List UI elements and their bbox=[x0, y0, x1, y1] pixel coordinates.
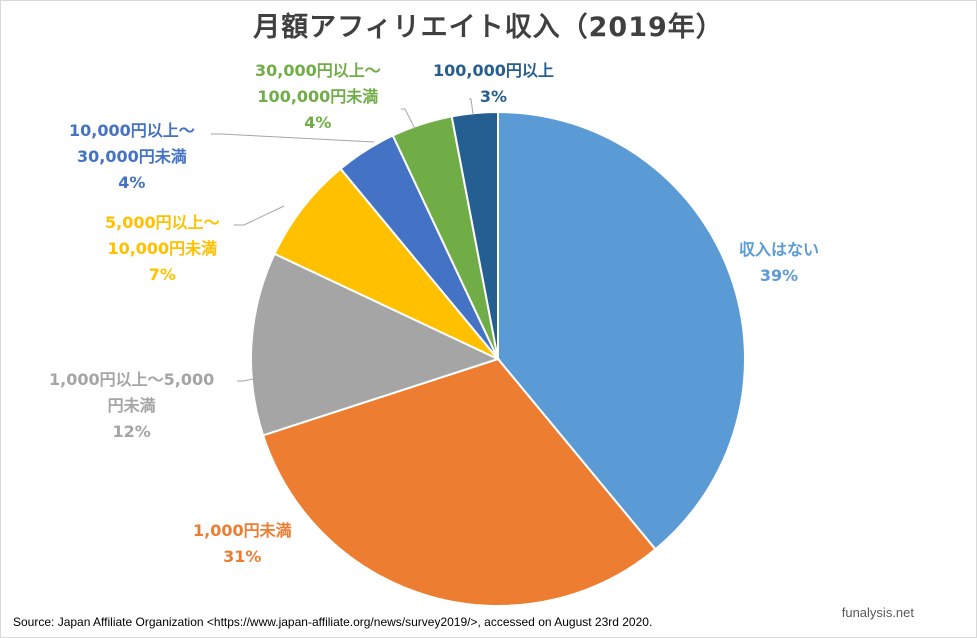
slice-label-percent: 4% bbox=[118, 173, 146, 192]
slice-label-percent: 31% bbox=[223, 547, 262, 566]
slice-label-text: 1,000円以上～5,000 bbox=[49, 370, 215, 389]
slice-label-s5: 30,000円以上～ 100,000円未満 4% bbox=[255, 58, 381, 136]
slice-label-s0: 収入はない 39% bbox=[739, 237, 819, 289]
leader-line-s4 bbox=[211, 133, 375, 143]
slice-label-s1: 1,000円未満 31% bbox=[193, 518, 292, 570]
pie-slice-6 bbox=[450, 110, 499, 360]
source-note: Source: Japan Affiliate Organization <ht… bbox=[13, 615, 653, 629]
slice-label-s4: 10,000円以上～ 30,000円未満 4% bbox=[69, 118, 195, 196]
slice-label-s3: 5,000円以上～ 10,000円未満 7% bbox=[105, 210, 220, 288]
slice-label-text: 1,000円未満 bbox=[193, 521, 292, 540]
slice-label-text: 収入はない bbox=[739, 240, 820, 259]
chart-title: 月額アフィリエイト収入（2019年） bbox=[253, 12, 724, 43]
slice-label-text-2: 10,000円未満 bbox=[107, 239, 218, 258]
pie-slice-2 bbox=[250, 252, 501, 437]
leader-line-s5 bbox=[401, 108, 416, 130]
site-credit: funalysis.net bbox=[841, 605, 914, 620]
slice-label-percent: 7% bbox=[148, 265, 176, 284]
slice-label-text: 10,000円以上～ bbox=[69, 121, 195, 140]
pie-slice-3 bbox=[273, 167, 499, 360]
slice-label-s2: 1,000円以上～5,000 円未満 12% bbox=[49, 367, 214, 445]
slice-label-text: 30,000円以上～ bbox=[255, 61, 381, 80]
slice-label-percent: 12% bbox=[112, 422, 151, 441]
leader-line-s6 bbox=[469, 98, 474, 115]
slice-label-percent: 4% bbox=[304, 113, 332, 132]
slice-label-s6: 100,000円以上 3% bbox=[433, 58, 554, 110]
slice-label-text-2: 30,000円未満 bbox=[77, 147, 187, 166]
pie-slice-1 bbox=[261, 357, 657, 607]
leader-line-s2 bbox=[237, 378, 254, 382]
slice-label-percent: 39% bbox=[759, 266, 799, 285]
slice-label-text-2: 円未満 bbox=[107, 396, 156, 415]
slice-label-text: 5,000円以上～ bbox=[105, 213, 220, 232]
pie-slice-0 bbox=[497, 110, 746, 551]
slice-label-text: 100,000円以上 bbox=[433, 61, 554, 80]
leader-line-s3 bbox=[234, 205, 285, 226]
slice-label-text-2: 100,000円未満 bbox=[257, 87, 379, 106]
slice-label-percent: 3% bbox=[479, 87, 508, 106]
